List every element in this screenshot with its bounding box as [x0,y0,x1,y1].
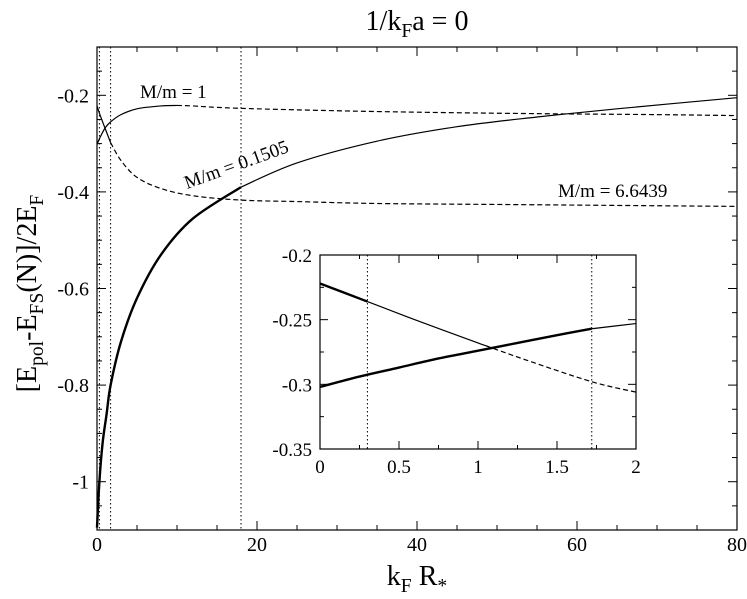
y-axis-title: [Epol-EFS(N)]/2EF [12,195,48,393]
y-tick-label: -0.8 [57,375,89,397]
text-part: [E [12,366,43,392]
inset-x-tick-label: 1.5 [545,457,569,478]
series-line-mass-ratio-1 [96,104,178,145]
annotation-mass-ratio-0-1505: M/m = 0.1505 [182,137,292,194]
subscript: FS [27,293,48,315]
x-axis-title: kF R* [387,561,447,597]
series-line-mass-ratio-0-1505 [240,97,738,188]
inset-x-tick-label: 0 [315,457,325,478]
inset-plot-frame [319,254,637,450]
inset-plot: 0 0.5 1 1.5 2 -0.35 -0.3 -0.25 -0.2 [272,246,640,478]
inset-y-tick-label: -0.2 [282,246,312,267]
title-part: a = 0 [412,6,468,37]
inset-x-tick-label: 1 [473,457,483,478]
x-tick-label: 0 [92,534,102,556]
series-line-mass-ratio-1 [176,104,738,117]
inset-series-line-mass-ratio-1 [591,322,637,330]
inset-y-tick-label: -0.3 [282,375,312,396]
inset-x-tick-label: 2 [631,457,641,478]
x-tick-label: 40 [407,534,427,556]
subscript: pol [27,340,48,366]
subscript: F [401,21,412,42]
inset-series-line-mass-ratio-1 [319,327,592,389]
inset-series-line-mass-ratio-6-6439 [319,282,368,303]
text-part: k [387,561,401,592]
inset-y-tick-label: -0.25 [272,311,312,332]
subscript: * [437,576,447,597]
inset-y-tick-label: -0.35 [272,440,312,461]
y-tick-label: -0.2 [57,85,89,107]
y-tick-label: -0.4 [57,182,89,204]
text-part: (N)]/2E [12,206,43,293]
series-line-mass-ratio-0-1505 [95,186,242,528]
chart-title: 1/kFa = 0 [366,6,469,42]
annotation-mass-ratio-6-6439: M/m = 6.6439 [558,181,667,202]
x-tick-label: 20 [247,534,267,556]
subscript: F [27,195,48,206]
x-tick-label: 60 [567,534,587,556]
annotation-mass-ratio-1: M/m = 1 [140,82,207,103]
title-part: 1/k [366,6,402,37]
x-tick-label: 80 [727,534,747,556]
y-tick-label: -1 [72,472,89,494]
text-part: -E [12,314,43,340]
inset-x-tick-label: 0.5 [387,457,411,478]
inset-series-line-mass-ratio-6-6439 [367,300,487,347]
series-line-mass-ratio-6-6439 [110,142,738,207]
inset-series-line-mass-ratio-6-6439 [485,345,637,393]
series-line-mass-ratio-6-6439 [96,105,112,143]
text-part: R [412,561,438,592]
y-tick-label: -0.6 [57,279,89,301]
subscript: F [401,576,412,597]
